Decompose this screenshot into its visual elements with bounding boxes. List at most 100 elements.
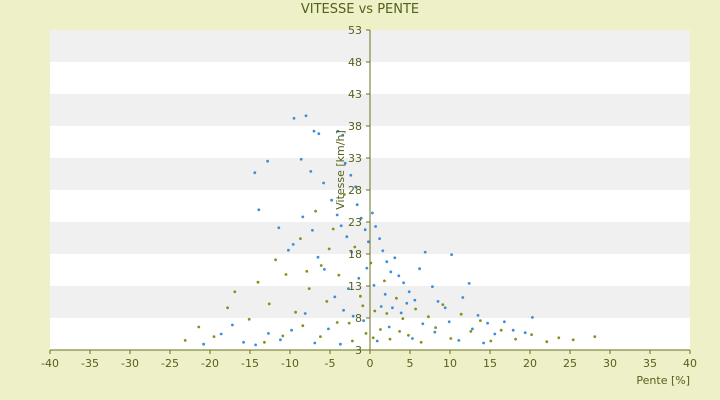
data-point (294, 310, 297, 314)
data-point (431, 285, 434, 288)
data-point (331, 227, 335, 231)
data-point (434, 326, 437, 329)
data-point (304, 114, 308, 118)
data-point (471, 327, 474, 331)
data-point (557, 336, 561, 340)
data-point (299, 157, 303, 161)
data-point (284, 273, 288, 276)
data-point (379, 305, 383, 308)
data-point (457, 339, 461, 342)
data-point (307, 287, 311, 290)
data-point (316, 255, 320, 259)
data-point (339, 224, 343, 228)
data-point (503, 320, 506, 324)
data-point (387, 325, 391, 329)
data-point (233, 290, 237, 294)
x-tick-label: -40 (41, 357, 59, 370)
data-point (407, 333, 410, 337)
data-point (461, 296, 465, 299)
data-point (335, 321, 339, 324)
data-point (373, 309, 377, 313)
data-point (375, 339, 379, 343)
data-point (423, 250, 427, 254)
data-point (372, 284, 376, 287)
data-point (351, 339, 354, 343)
data-point (247, 317, 251, 321)
data-point (371, 211, 374, 215)
data-point (291, 243, 295, 246)
data-point (413, 298, 417, 302)
data-point (499, 328, 503, 332)
data-point (391, 306, 394, 310)
data-point (530, 333, 533, 336)
data-point (314, 209, 317, 213)
data-point (357, 276, 361, 280)
x-tick-label: 40 (683, 357, 697, 370)
data-point (459, 312, 463, 316)
y-tick-label: 43 (348, 88, 362, 101)
data-point (309, 170, 313, 173)
y-tick-label: 8 (355, 312, 362, 325)
data-point (362, 319, 365, 322)
data-point (266, 159, 269, 163)
data-point (388, 337, 392, 341)
data-point (197, 325, 201, 329)
x-tick-label: -5 (325, 357, 336, 370)
data-point (436, 300, 440, 303)
data-point (202, 342, 206, 346)
data-point (593, 335, 597, 338)
data-point (531, 316, 534, 319)
data-point (292, 116, 296, 120)
data-point (383, 292, 387, 296)
data-point (311, 228, 314, 232)
data-point (287, 248, 290, 252)
data-point (511, 328, 515, 332)
x-tick-label: 25 (563, 357, 577, 370)
data-point (441, 303, 445, 306)
x-tick-label: -30 (121, 357, 139, 370)
data-point (313, 341, 317, 345)
data-point (319, 335, 322, 338)
data-point (427, 315, 430, 319)
data-point (493, 332, 497, 336)
data-point (339, 342, 342, 346)
data-point (393, 256, 397, 260)
data-point (323, 268, 326, 271)
data-point (325, 300, 329, 303)
data-point (402, 281, 405, 285)
data-point (411, 337, 414, 340)
x-tick-label: 35 (643, 357, 657, 370)
data-point (364, 332, 368, 335)
y-tick-label: 3 (355, 344, 362, 357)
data-point (479, 319, 482, 322)
data-point (383, 279, 386, 283)
data-point (350, 250, 353, 254)
data-point (486, 321, 489, 325)
y-tick-label: 38 (348, 120, 362, 133)
data-point (242, 340, 246, 344)
data-point (469, 330, 473, 333)
data-point (367, 240, 370, 244)
data-point (389, 270, 393, 274)
data-point (349, 173, 353, 177)
data-point (319, 264, 323, 267)
data-point (359, 294, 362, 298)
data-point (449, 337, 453, 340)
data-point (489, 339, 493, 343)
y-tick-label: 18 (348, 248, 362, 261)
data-point (336, 129, 340, 133)
x-tick-label: 0 (367, 357, 374, 370)
data-point (327, 327, 330, 331)
data-point (374, 225, 377, 228)
data-point (359, 216, 363, 220)
data-point (254, 343, 257, 347)
data-point (447, 320, 451, 324)
series-1 (202, 114, 534, 347)
data-point (317, 132, 321, 136)
data-point (523, 331, 527, 335)
data-point (419, 340, 423, 344)
data-point (226, 306, 230, 310)
data-point (347, 287, 350, 290)
data-point (571, 338, 575, 342)
data-point (281, 334, 285, 338)
